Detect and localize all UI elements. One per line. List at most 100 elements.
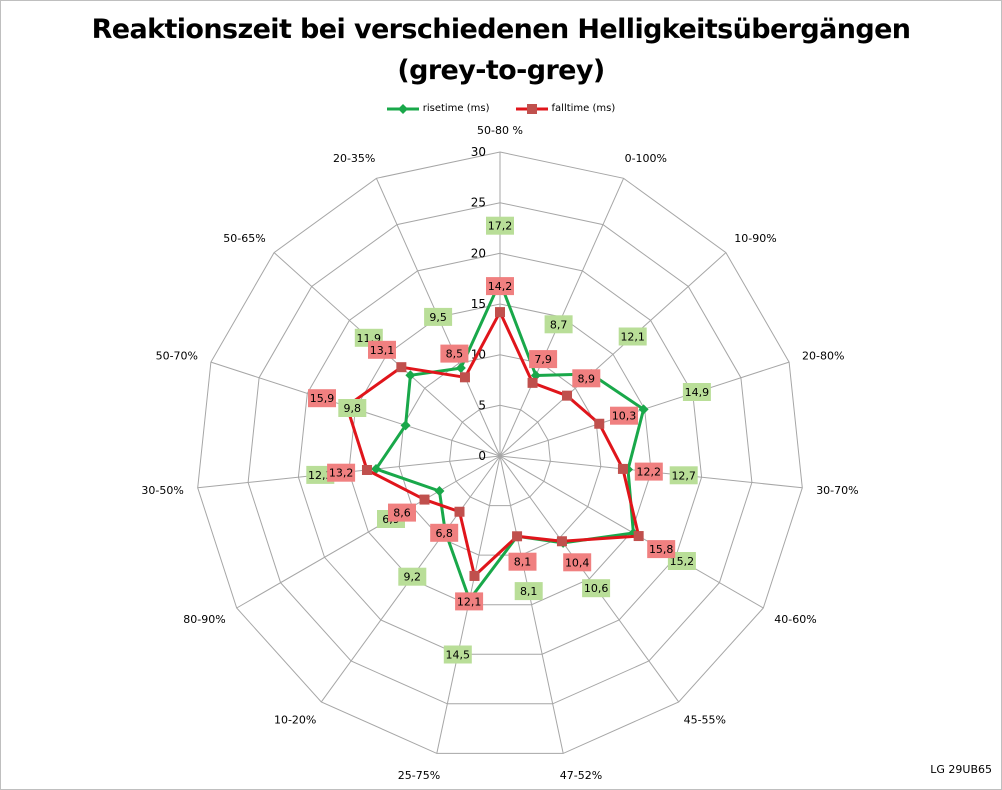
falltime-data-label: 8,5 — [440, 344, 469, 363]
falltime-label-bg — [634, 462, 663, 481]
falltime-data-label: 7,9 — [529, 350, 558, 369]
risetime-data-label: 12,7 — [669, 466, 698, 485]
grid-ring — [197, 151, 803, 754]
falltime-point — [562, 390, 573, 401]
falltime-point — [512, 531, 523, 542]
risetime-label-bg — [443, 645, 472, 664]
falltime-label-text: 13,2 — [329, 467, 354, 480]
falltime-label-text: 15,8 — [649, 543, 674, 556]
risetime-label-bg — [682, 383, 711, 401]
falltime-label-text: 12,2 — [637, 466, 662, 479]
chart-title: Reaktionszeit bei verschiedenen Helligke… — [91, 14, 911, 45]
r-tick-label: 15 — [471, 297, 486, 311]
falltime-label-bg — [563, 553, 592, 572]
falltime-line — [345, 310, 641, 578]
grid-spoke — [499, 252, 727, 457]
falltime-data-label: 12,1 — [455, 592, 484, 611]
falltime-data-label: 6,8 — [430, 523, 459, 542]
risetime-data-label: 12,1 — [618, 327, 647, 346]
risetime-data-label: 10,6 — [582, 579, 611, 598]
falltime-data-label: 15,8 — [647, 540, 676, 559]
legend-risetime-diamond — [397, 103, 408, 114]
falltime-label-bg — [572, 369, 601, 388]
risetime-label-text: 9,5 — [429, 311, 447, 324]
grid-spoke — [499, 455, 564, 754]
risetime-data-label: 17,2 — [486, 216, 514, 235]
risetime-label-bg — [544, 315, 573, 334]
falltime-point — [617, 463, 628, 474]
falltime-point — [419, 494, 430, 505]
falltime-data-label: 12,2 — [634, 462, 663, 481]
risetime-data-label: 8,7 — [544, 315, 573, 334]
falltime-label-bg — [388, 503, 416, 522]
risetime-label-bg — [669, 466, 698, 485]
falltime-point — [469, 570, 480, 581]
risetime-point — [434, 485, 445, 496]
risetime-label-text: 15,2 — [670, 555, 695, 568]
r-tick-label: 0 — [478, 449, 486, 463]
risetime-label-text: 12,3 — [308, 469, 333, 482]
r-tick-label: 30 — [471, 145, 486, 159]
falltime-point — [454, 506, 465, 517]
risetime-label-bg — [514, 582, 543, 601]
r-tick-label: 5 — [478, 398, 486, 412]
falltime-label-bg — [610, 406, 638, 425]
risetime-label-bg — [338, 399, 367, 417]
grid-ring — [247, 202, 753, 705]
category-label: 47-52% — [560, 769, 602, 782]
risetime-data-label: 9,2 — [398, 567, 427, 586]
legend-risetime-label: risetime (ms) — [422, 103, 490, 114]
risetime-data-label: 8,1 — [514, 582, 543, 601]
risetime-label-text: 9,2 — [404, 571, 422, 584]
falltime-label-text: 8,1 — [514, 556, 532, 569]
legend-risetime-marker — [386, 103, 419, 114]
falltime-label-text: 15,9 — [310, 392, 335, 405]
risetime-label-bg — [424, 307, 453, 326]
grid-ring — [449, 404, 551, 507]
falltime-label-bg — [647, 540, 676, 559]
falltime-data-label: 8,6 — [388, 503, 416, 522]
falltime-label-text: 12,1 — [457, 595, 482, 608]
falltime-point — [594, 418, 605, 429]
risetime-line — [374, 280, 646, 602]
legend-falltime-square — [526, 103, 537, 114]
falltime-label-bg — [327, 463, 356, 482]
falltime-label-text: 10,3 — [612, 410, 637, 423]
risetime-label-text: 17,2 — [488, 220, 513, 233]
legend-falltime-marker — [515, 103, 548, 114]
risetime-label-text: 12,1 — [620, 331, 645, 344]
grid-ring — [297, 252, 703, 655]
falltime-data-label: 10,4 — [563, 553, 592, 572]
risetime-point — [400, 420, 411, 431]
falltime-point — [361, 464, 372, 475]
category-label: 50-80 % — [477, 124, 523, 137]
risetime-data-label: 14,5 — [443, 645, 472, 664]
falltime-data-label: 8,1 — [508, 552, 537, 571]
falltime-label-bg — [430, 523, 459, 542]
risetime-label-bg — [618, 327, 647, 346]
category-label: 30-70% — [816, 484, 858, 497]
falltime-data-label: 14,2 — [486, 277, 514, 296]
category-label: 10-20% — [274, 714, 316, 727]
falltime-point — [459, 372, 470, 383]
risetime-point — [638, 404, 649, 415]
falltime-label-text: 6,8 — [435, 527, 453, 540]
falltime-label-text: 10,4 — [565, 556, 590, 569]
falltime-label-bg — [455, 592, 484, 611]
falltime-label-text: 8,5 — [446, 348, 464, 361]
falltime-point — [633, 531, 644, 542]
series-falltime — [341, 307, 644, 581]
falltime-data-label: 13,1 — [368, 340, 396, 359]
source-label: LG 29UB65 — [930, 763, 992, 776]
falltime-point — [527, 377, 538, 388]
risetime-label-text: 10,6 — [584, 582, 609, 595]
r-tick-label: 20 — [471, 246, 486, 260]
category-label: 20-80% — [802, 349, 844, 362]
grid-spoke — [499, 455, 680, 703]
legend-item-falltime: falltime (ms) — [515, 103, 615, 114]
risetime-data-label: 9,5 — [424, 307, 453, 326]
risetime-label-text: 8,7 — [550, 318, 568, 331]
falltime-point — [556, 536, 567, 547]
grid-ring — [348, 303, 652, 606]
